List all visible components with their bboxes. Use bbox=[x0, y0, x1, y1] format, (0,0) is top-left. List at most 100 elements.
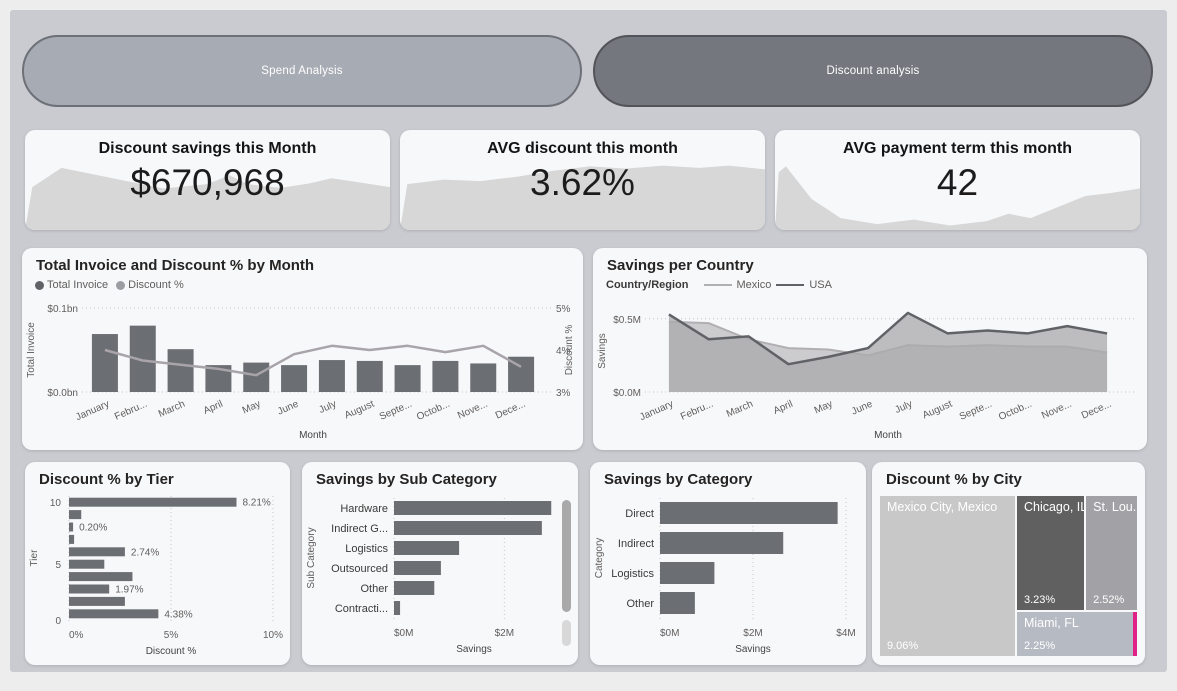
bar-hardware[interactable] bbox=[394, 501, 552, 515]
bar-tier-1[interactable] bbox=[69, 609, 159, 619]
kpi-value: $670,968 bbox=[130, 162, 285, 203]
legend-label: Discount % bbox=[128, 279, 184, 291]
bar-data-label: 0.20% bbox=[79, 523, 107, 534]
kpi-sparkline bbox=[775, 166, 1140, 230]
y-axis-title: Savings bbox=[597, 333, 608, 369]
treemap-node-label: Miami, FL bbox=[1023, 616, 1079, 630]
x-axis-tick: July bbox=[893, 399, 914, 416]
area-chart-plot: $0.5M $0.0M Savings January Febru... March Apr… bbox=[597, 311, 1135, 441]
category-label: Direct bbox=[625, 508, 654, 520]
y2-axis-tick: 3% bbox=[556, 388, 571, 399]
x-axis-tick: April bbox=[772, 399, 795, 417]
kpi-sparkline bbox=[400, 165, 765, 230]
x-axis-tick: 10% bbox=[263, 630, 283, 641]
treemap-node-value: 2.52% bbox=[1093, 594, 1125, 607]
treemap-node-value: 9.06% bbox=[887, 640, 919, 652]
x-axis-title: Discount % bbox=[146, 646, 197, 657]
x-axis-title: Month bbox=[874, 430, 902, 441]
bar-january[interactable] bbox=[91, 334, 118, 392]
chart-legend: Total Invoice Discount % bbox=[35, 279, 192, 291]
bar-other[interactable] bbox=[660, 592, 695, 614]
bar-tier-10[interactable] bbox=[69, 497, 237, 507]
bar-other[interactable] bbox=[394, 581, 435, 595]
x-axis-tick: Nove... bbox=[1040, 399, 1073, 422]
bar-indirect-g-[interactable] bbox=[394, 521, 542, 535]
treemap-node-chicago-il[interactable]: Chicago, IL 3.23% bbox=[1016, 496, 1085, 611]
y-axis-title: Sub Category bbox=[306, 527, 317, 588]
category-label: Logistics bbox=[611, 568, 654, 580]
x-axis-tick: Octob... bbox=[415, 399, 451, 423]
bar-data-label: 8.21% bbox=[242, 498, 270, 509]
bar-november[interactable] bbox=[470, 363, 497, 392]
treemap-node-miami-fl[interactable]: Miami, FL 2.25% bbox=[1016, 612, 1137, 656]
bar-october[interactable] bbox=[432, 360, 459, 392]
category-label: Indirect G... bbox=[331, 523, 388, 535]
vertical-scrollbar[interactable] bbox=[562, 500, 571, 612]
treemap-node-mexico-city-mexico[interactable]: Mexico City, Mexico 9.06% bbox=[880, 496, 1015, 656]
x-axis-tick: Dece... bbox=[1080, 399, 1113, 422]
tab-spend-analysis[interactable]: Spend Analysis bbox=[22, 35, 582, 107]
bar-outsourced[interactable] bbox=[394, 561, 441, 575]
bar-june[interactable] bbox=[281, 365, 308, 392]
x-axis-tick: Septe... bbox=[958, 399, 994, 423]
bar-tier-2[interactable] bbox=[69, 596, 125, 606]
bar-tier-3[interactable] bbox=[69, 584, 110, 594]
tab-discount-analysis[interactable]: Discount analysis bbox=[593, 35, 1153, 107]
kpi-card-avg-discount: AVG discount this month 3.62% bbox=[400, 130, 765, 230]
bar-tier-8[interactable] bbox=[69, 522, 74, 532]
treemap-area: Mexico City, Mexico 9.06% Chicago, IL 3.23%… bbox=[880, 496, 1137, 656]
bar-tier-4[interactable] bbox=[69, 572, 133, 582]
bar-logistics[interactable] bbox=[660, 562, 715, 584]
bar-logistics[interactable] bbox=[394, 541, 460, 555]
bar-tier-9[interactable] bbox=[69, 510, 82, 520]
treemap-node-st-lou-[interactable]: St. Lou... 2.52% bbox=[1086, 496, 1137, 611]
bar-tier-6[interactable] bbox=[69, 547, 125, 557]
x-axis-tick: April bbox=[202, 399, 225, 417]
x-axis-tick: March bbox=[157, 399, 187, 420]
bar-data-label: 1.97% bbox=[115, 585, 143, 596]
x-axis-title: Savings bbox=[456, 644, 492, 655]
x-axis-tick: $2M bbox=[495, 628, 514, 639]
kpi-value: 3.62% bbox=[530, 162, 635, 203]
bar-may[interactable] bbox=[243, 362, 270, 392]
subcategory-chart-plot: $0M $2M Hardware Indirect G... Logistics Outs… bbox=[306, 498, 552, 655]
y-axis-tick: 0 bbox=[55, 616, 61, 627]
y2-axis-tick: 5% bbox=[556, 304, 571, 315]
bar-data-label: 4.38% bbox=[164, 609, 192, 620]
chart-title: Savings by Category bbox=[604, 471, 753, 488]
kpi-value: 42 bbox=[936, 162, 979, 203]
bar-march[interactable] bbox=[167, 349, 194, 392]
bar-direct[interactable] bbox=[660, 502, 838, 524]
x-axis-tick: Febru... bbox=[679, 399, 715, 423]
chart-card-discount-city: Discount % by City Mexico City, Mexico 9.… bbox=[872, 462, 1145, 665]
bar-indirect[interactable] bbox=[660, 532, 784, 554]
bar-tier-7[interactable] bbox=[69, 534, 75, 544]
x-axis-tick: 0% bbox=[69, 630, 84, 641]
bar-contracti-[interactable] bbox=[394, 601, 401, 615]
category-label: Logistics bbox=[345, 543, 388, 555]
bar-august[interactable] bbox=[356, 360, 383, 392]
x-axis-tick: $2M bbox=[743, 628, 762, 639]
x-axis-tick: $0M bbox=[394, 628, 413, 639]
legend-line-mexico-icon bbox=[703, 284, 732, 286]
x-axis-tick: August bbox=[921, 399, 954, 422]
x-axis-tick: $4M bbox=[836, 628, 855, 639]
category-chart-plot: $0M $2M $4M Direct Indirect Logistics Other Sav… bbox=[594, 498, 856, 655]
area-usa[interactable] bbox=[668, 312, 1108, 392]
chart-card-savings-subcategory: Savings by Sub Category $0M $2M Hardware In… bbox=[302, 462, 578, 665]
bar-tier-5[interactable] bbox=[69, 559, 105, 569]
x-axis-tick: July bbox=[317, 399, 338, 416]
y-axis-tick: 10 bbox=[50, 498, 62, 509]
y-axis-title: Category bbox=[594, 538, 605, 579]
y-axis-tick: $0.0bn bbox=[47, 388, 78, 399]
y-axis-tick: $0.0M bbox=[613, 388, 641, 399]
bar-september[interactable] bbox=[394, 365, 421, 392]
vertical-scrollbar-track[interactable] bbox=[562, 620, 571, 646]
chart-title: Discount % by City bbox=[886, 471, 1022, 488]
bar-data-label: 2.74% bbox=[131, 547, 159, 558]
bar-july[interactable] bbox=[318, 360, 345, 392]
chart-title: Total Invoice and Discount % by Month bbox=[36, 257, 315, 274]
x-axis-title: Month bbox=[299, 430, 327, 441]
category-label: Other bbox=[626, 598, 654, 610]
kpi-card-discount-savings: Discount savings this Month $670,968 bbox=[25, 130, 390, 230]
